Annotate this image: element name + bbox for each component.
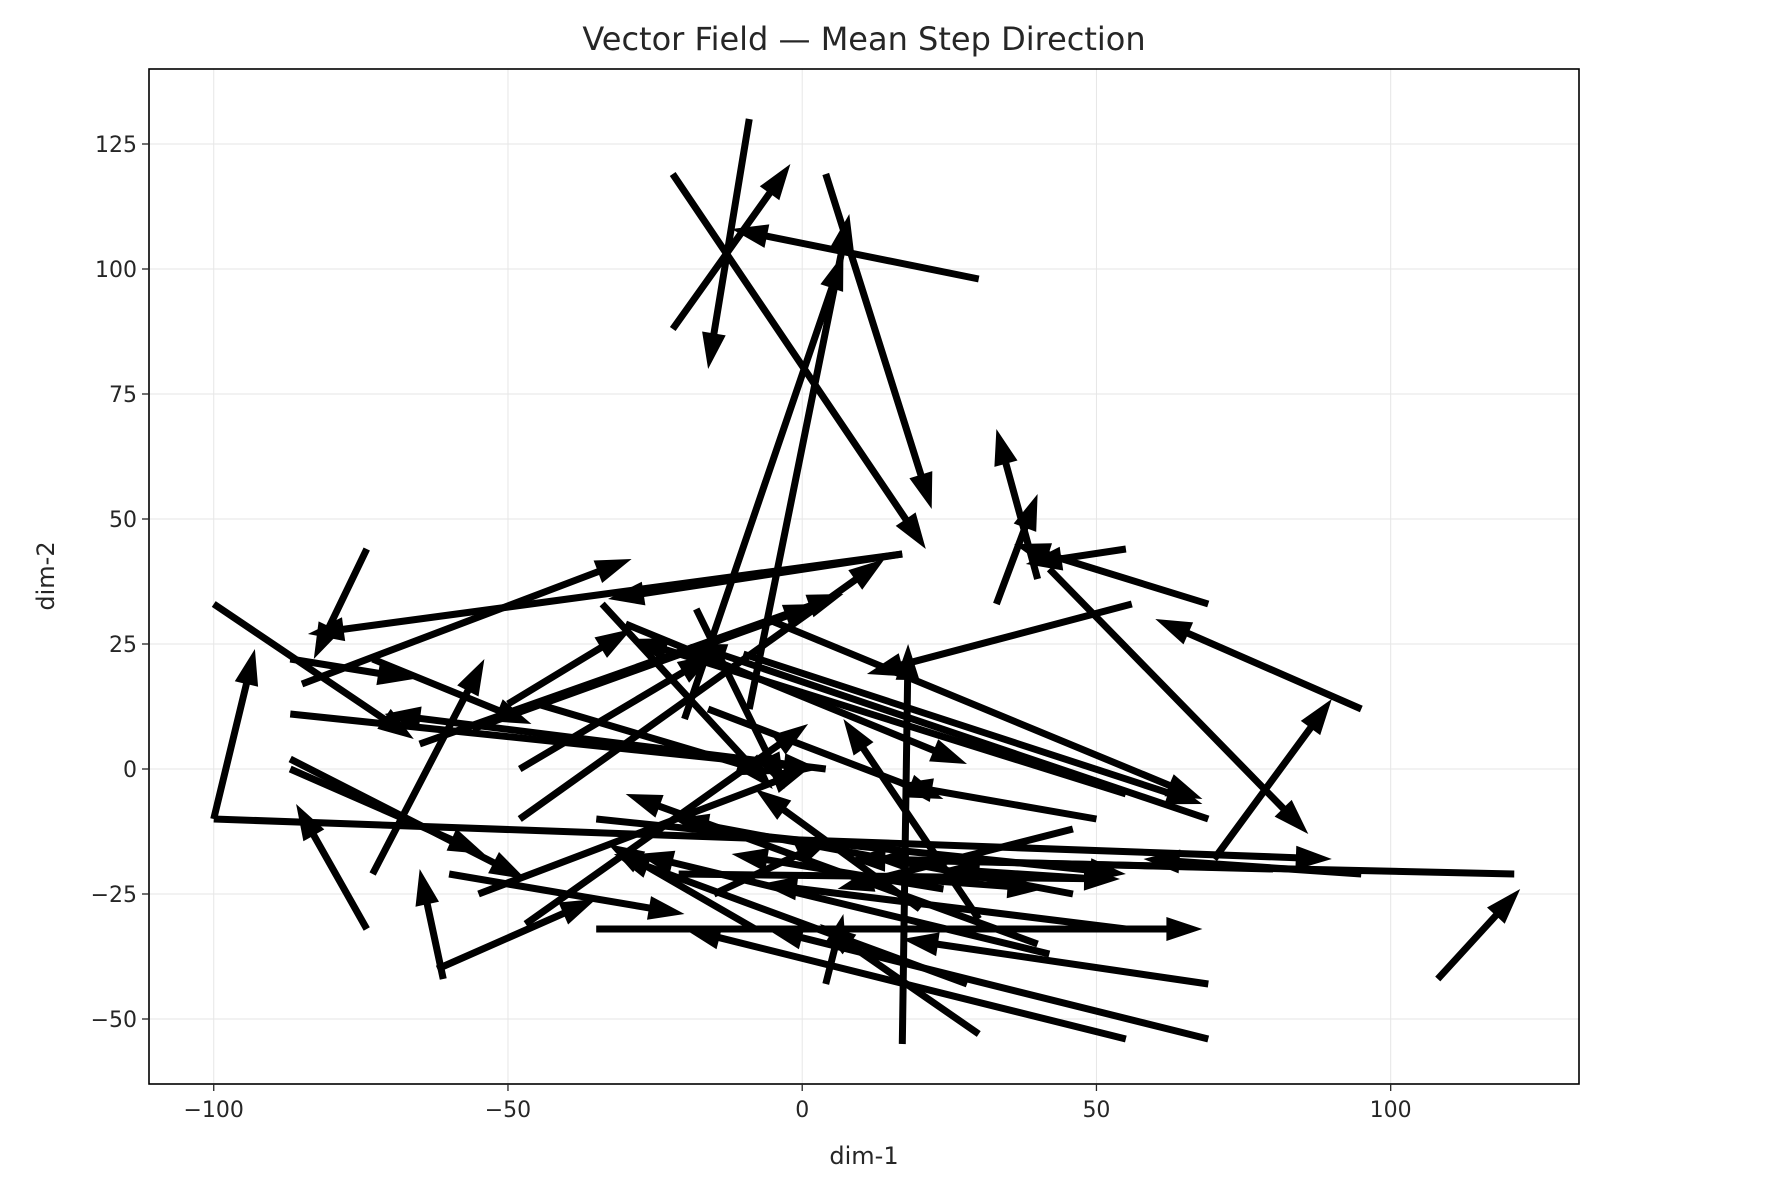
vector-arrow (307, 550, 903, 642)
chart-title: Vector Field — Mean Step Direction (582, 20, 1145, 58)
x-tick-label: −50 (485, 1098, 531, 1123)
plot-frame (148, 68, 1580, 1085)
vector-arrow (822, 172, 933, 509)
vector-arrow (819, 924, 981, 1037)
vector-arrow (211, 601, 414, 739)
vector-arrow (313, 547, 370, 659)
vector-arrow (745, 214, 854, 710)
vector-arrow (761, 876, 1127, 933)
y-tick-label: 75 (109, 383, 137, 408)
vector-arrow (1014, 543, 1210, 608)
vector-arrow (371, 655, 532, 724)
vector-arrow (625, 794, 1039, 948)
x-tick-label: 0 (795, 1098, 809, 1123)
vector-arrow (822, 914, 847, 985)
vector-arrow (1046, 566, 1309, 834)
vector-arrow (907, 874, 1044, 899)
vector-arrow (418, 594, 844, 748)
y-tick-label: 50 (109, 508, 137, 533)
vector-arrow (596, 917, 1203, 941)
vector-arrow (637, 850, 1051, 958)
vector-arrow (631, 638, 1127, 798)
y-axis-ticks: −50 −25 0 25 50 75 100 125 (91, 133, 149, 1033)
vector-arrow (518, 654, 714, 772)
vector-arrow (288, 755, 526, 879)
y-axis-label: dim-2 (32, 541, 60, 610)
y-tick-label: −50 (91, 1008, 137, 1033)
vector-arrow (415, 869, 447, 980)
x-tick-label: 100 (1370, 1098, 1412, 1123)
x-axis-label: dim-1 (829, 1142, 898, 1170)
vector-arrow (599, 601, 773, 789)
vector-arrow (300, 559, 632, 688)
y-tick-label: 25 (109, 633, 137, 658)
vector-arrow (896, 778, 1098, 823)
vector-arrow (1155, 619, 1363, 713)
vector-arrow (765, 615, 1203, 799)
vector-arrow (289, 710, 820, 778)
vector-arrow (669, 172, 926, 549)
y-tick-label: 0 (123, 758, 137, 783)
vector-arrow (506, 629, 632, 707)
vector-arrow (1435, 889, 1521, 982)
vector-arrow (943, 859, 1097, 884)
vector-arrow (296, 804, 370, 931)
vector-arrow (1211, 699, 1332, 862)
vector-arrow (993, 494, 1038, 606)
x-tick-label: −100 (184, 1098, 244, 1123)
vector-arrow (994, 429, 1041, 580)
vector-arrow (895, 644, 920, 1045)
vector-arrow (613, 854, 969, 988)
vector-arrow (902, 932, 1209, 988)
vector-arrow (866, 600, 1133, 677)
vector-arrows (210, 118, 1521, 1045)
vector-arrow (477, 769, 809, 898)
vector-arrow (213, 815, 1332, 870)
y-tick-label: −25 (91, 883, 137, 908)
vector-arrow (731, 224, 980, 283)
vector-arrow (681, 254, 844, 721)
vector-arrow (702, 118, 753, 370)
vector-arrow (369, 659, 485, 876)
vector-arrow (210, 649, 259, 820)
x-axis-ticks: −100 −50 0 50 100 (184, 1084, 1412, 1123)
y-tick-label: 100 (95, 258, 137, 283)
vector-arrow (766, 926, 1210, 1043)
vector-arrow (1143, 849, 1362, 878)
vector-arrow (435, 899, 597, 973)
grid-lines (149, 69, 1579, 1084)
vector-arrow (742, 650, 1203, 805)
y-tick-label: 125 (95, 133, 137, 158)
vector-arrow (669, 164, 791, 331)
x-tick-label: 50 (1082, 1098, 1110, 1123)
vector-arrow (536, 700, 773, 776)
